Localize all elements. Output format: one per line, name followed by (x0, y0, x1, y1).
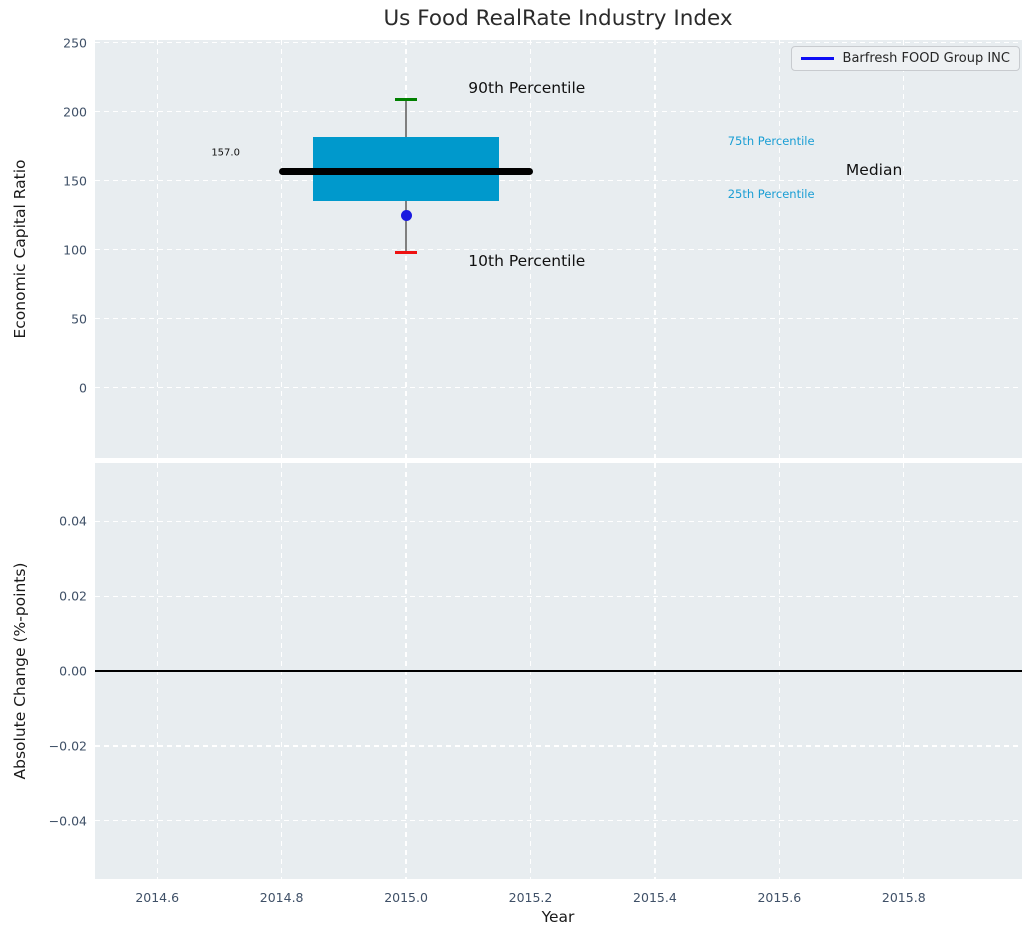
y-tick-label: 250 (63, 35, 87, 51)
y-tick-label: 0.02 (59, 588, 87, 604)
h-gridline (95, 111, 1022, 113)
x-tick-label: 2014.6 (135, 890, 180, 905)
h-gridline (95, 318, 1022, 320)
y-tick-label: 100 (63, 242, 87, 258)
bottom-y-axis-label: Absolute Change (%-points) (11, 562, 29, 780)
v-gridline (281, 40, 283, 458)
x-tick-label: 2015.6 (757, 890, 802, 905)
x-axis-label: Year (541, 908, 575, 926)
v-gridline (778, 40, 781, 458)
median-value-label: 157.0 (211, 147, 240, 159)
y-tick-label: −0.02 (48, 738, 87, 754)
annotation-10th-percentile: 10th Percentile (468, 251, 586, 270)
y-tick-label: 0.00 (59, 663, 87, 679)
h-gridline (95, 387, 1022, 389)
v-gridline (529, 40, 532, 458)
h-gridline (95, 249, 1022, 251)
annotation-median: Median (845, 160, 903, 179)
x-tick-label: 2015.8 (881, 890, 926, 905)
zero-change-line (95, 670, 1022, 672)
h-gridline (95, 180, 1022, 182)
whisker-cap-90th (395, 97, 417, 101)
annotation-90th-percentile: 90th Percentile (468, 79, 586, 98)
x-tick-label: 2015.0 (384, 890, 428, 905)
legend: Barfresh FOOD Group INC (790, 46, 1020, 71)
y-tick-label: 150 (63, 173, 87, 189)
annotation-75th-percentile: 75th Percentile (727, 133, 815, 148)
top-axes: 90th Percentile 75th Percentile Median 25th… (95, 40, 1022, 458)
y-tick-label: 200 (63, 104, 87, 120)
v-gridline (903, 40, 905, 458)
whisker-cap-10th (395, 250, 417, 254)
v-gridline (654, 40, 656, 458)
h-gridline (95, 820, 1022, 822)
x-tick-label: 2014.8 (259, 890, 304, 905)
chart-title: Us Food RealRate Industry Index (383, 6, 733, 31)
x-tick-label: 2015.2 (508, 890, 553, 905)
h-gridline (95, 42, 1022, 44)
h-gridline (95, 520, 1022, 523)
y-tick-label: 0 (79, 380, 87, 396)
legend-label: Barfresh FOOD Group INC (842, 51, 1010, 66)
y-tick-label: 50 (71, 311, 87, 327)
annotation-25th-percentile: 25th Percentile (727, 186, 815, 201)
legend-line-sample (800, 57, 834, 60)
h-gridline (95, 745, 1022, 747)
top-y-axis-label: Economic Capital Ratio (11, 159, 29, 339)
h-gridline (95, 595, 1022, 597)
x-tick-label: 2015.4 (633, 890, 677, 905)
y-tick-label: 0.04 (59, 513, 87, 529)
company-data-point (400, 209, 412, 221)
v-gridline (156, 40, 158, 458)
median-line (278, 167, 534, 175)
bottom-axes (95, 463, 1022, 879)
y-tick-label: −0.04 (48, 813, 87, 829)
